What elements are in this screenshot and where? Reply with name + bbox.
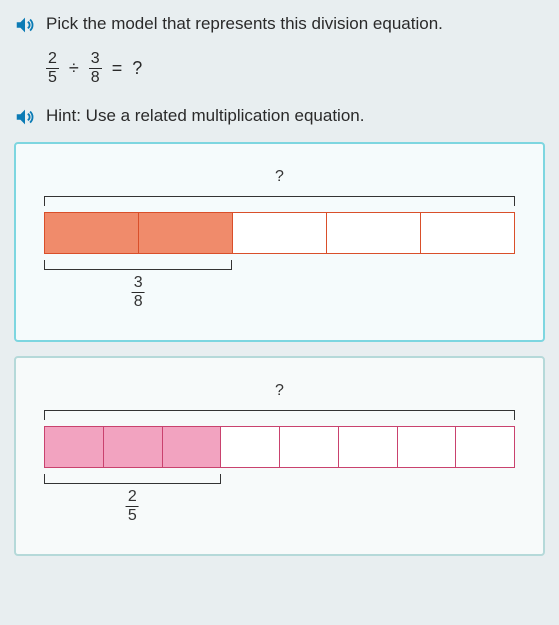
bar-cell	[280, 426, 339, 468]
bar-cell	[44, 212, 139, 254]
top-bracket	[44, 196, 515, 206]
hint-prompt: Hint: Use a related multiplication equat…	[14, 104, 545, 128]
unknown-label: ?	[275, 168, 284, 186]
division-equation: 2 5 ÷ 3 8 = ?	[46, 50, 545, 86]
bar-cell	[456, 426, 515, 468]
choices-container: ? 38? 25	[14, 142, 545, 556]
hint-text: Hint: Use a related multiplication equat…	[46, 104, 364, 128]
bar-cell	[139, 212, 233, 254]
bar-model	[44, 426, 515, 468]
top-label-row: ?	[44, 382, 515, 410]
fraction-1: 2 5	[46, 50, 59, 86]
question-prompt: Pick the model that represents this divi…	[14, 12, 545, 36]
bar-cell	[44, 426, 104, 468]
bar-cell	[398, 426, 457, 468]
fraction-label: 38	[132, 274, 145, 310]
model-choice-1[interactable]: ? 38	[14, 142, 545, 342]
result-unknown: ?	[132, 58, 142, 79]
bar-cell	[339, 426, 398, 468]
bottom-bracket-wrap	[44, 474, 221, 484]
speaker-icon[interactable]	[14, 14, 36, 36]
top-label-row: ?	[44, 168, 515, 196]
fraction-label: 25	[126, 488, 139, 524]
fraction-2: 3 8	[89, 50, 102, 86]
speaker-icon[interactable]	[14, 106, 36, 128]
top-bracket	[44, 410, 515, 420]
equals-sign: =	[112, 58, 123, 79]
bar-cell	[421, 212, 515, 254]
model-choice-2[interactable]: ? 25	[14, 356, 545, 556]
bottom-bracket	[44, 474, 221, 484]
bar-cell	[221, 426, 280, 468]
unknown-label: ?	[275, 382, 284, 400]
bar-model	[44, 212, 515, 254]
bar-cell	[163, 426, 222, 468]
bottom-bracket	[44, 260, 232, 270]
bottom-label-row: 38	[44, 274, 515, 310]
bottom-bracket-wrap	[44, 260, 232, 270]
question-text: Pick the model that represents this divi…	[46, 12, 443, 36]
bar-cell	[233, 212, 327, 254]
bar-cell	[104, 426, 163, 468]
operator-divide: ÷	[69, 58, 79, 79]
bar-cell	[327, 212, 421, 254]
bottom-label-row: 25	[44, 488, 515, 524]
